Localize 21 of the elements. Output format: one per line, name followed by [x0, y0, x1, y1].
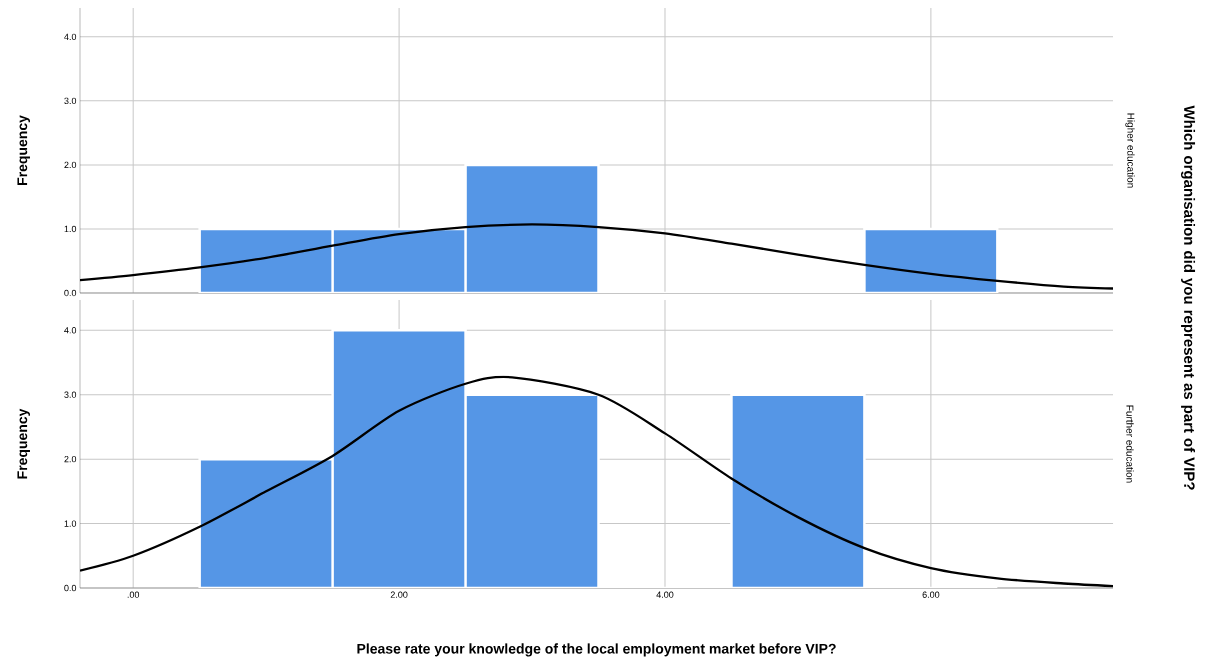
y-axis-title: Frequency	[17, 115, 30, 185]
y-tick-label: 4.0	[64, 327, 77, 334]
y-axis-title: Frequency	[17, 408, 30, 479]
y-tick-label: 1.0	[64, 520, 77, 527]
text: Higher education	[1125, 113, 1135, 188]
text: Further education	[1126, 405, 1134, 483]
y-tick-label: 2.0	[64, 455, 77, 463]
y-tick-label: 0.0	[64, 289, 77, 297]
y-tick-label: 3.0	[64, 97, 77, 105]
y-tick-label: 3.0	[64, 391, 77, 398]
y-tick-label: 1.0	[64, 225, 77, 233]
y-tick-label: 2.0	[64, 161, 77, 169]
y-tick-label: 0.0	[64, 584, 77, 592]
x-tick-label: 2.00	[390, 591, 408, 598]
y2-axis-title: Which organisation did you represent as part of VIP?	[1180, 105, 1196, 490]
line-series	[80, 223, 1114, 290]
y-tick-label: 4.0	[64, 33, 77, 41]
x-tick-label: 4.00	[656, 591, 674, 598]
x-tick-label: 6.00	[922, 591, 940, 598]
x-tick-label: .00	[127, 591, 140, 598]
x-axis-title: Please rate your knowledge of the local employment market before VIP?	[357, 643, 836, 657]
